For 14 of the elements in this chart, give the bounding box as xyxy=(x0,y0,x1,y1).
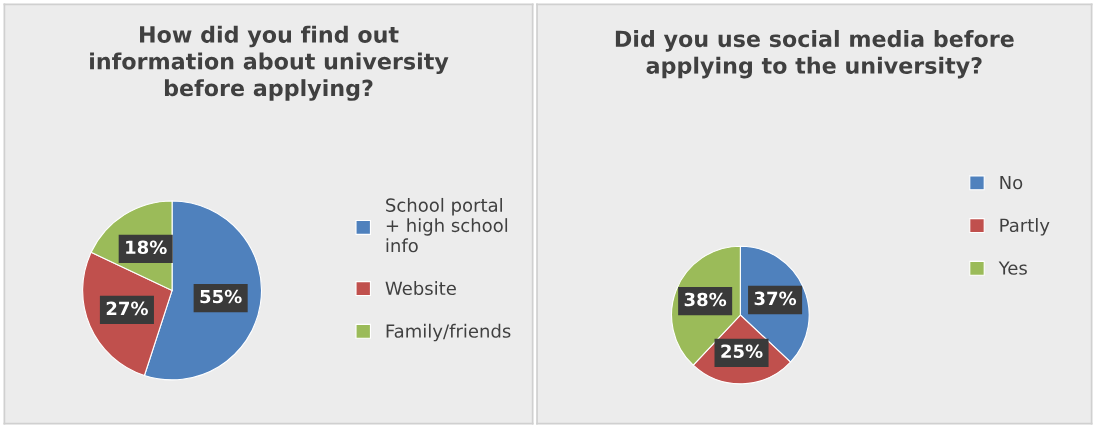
legend-label: Partly xyxy=(1000,218,1050,236)
legend-label: Yes xyxy=(998,261,1027,275)
data-label: 25% xyxy=(721,344,763,359)
legend-label: School portal + high school info xyxy=(386,197,508,253)
data-label: 37% xyxy=(754,291,797,306)
legend-label: No xyxy=(1000,175,1023,190)
chart-title: Did you use social media before applying to the university? xyxy=(615,29,1014,79)
data-label: 27% xyxy=(106,301,148,316)
chart-title: How did you find out information about university before applying? xyxy=(90,25,449,101)
data-label: 18% xyxy=(126,240,167,255)
data-label: 55% xyxy=(200,289,242,304)
legend-label: Family/friends xyxy=(386,323,511,342)
data-label: 38% xyxy=(684,292,727,307)
legend-label: Website xyxy=(385,281,456,296)
